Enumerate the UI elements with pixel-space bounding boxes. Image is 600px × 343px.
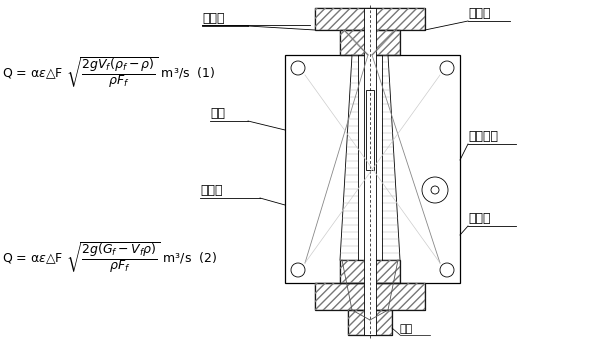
Bar — [348, 310, 392, 335]
Bar — [340, 260, 400, 283]
Text: 浮子: 浮子 — [210, 107, 225, 120]
Bar — [285, 55, 460, 283]
Bar — [315, 8, 425, 30]
Bar — [340, 30, 400, 55]
Text: 导向管: 导向管 — [200, 184, 223, 197]
Text: Q = α$\varepsilon$△F $\sqrt{\dfrac{2gV_f(\rho_f-\rho)}{\rho F_f}}$ m³/s  (1): Q = α$\varepsilon$△F $\sqrt{\dfrac{2gV_f… — [2, 56, 215, 90]
Text: 显示器: 显示器 — [202, 12, 224, 25]
Bar — [315, 283, 425, 310]
Text: 测量管: 测量管 — [468, 7, 491, 20]
Bar — [348, 310, 392, 335]
Text: 随动系统: 随动系统 — [468, 130, 498, 143]
Text: 子锥: 子锥 — [400, 324, 413, 334]
Bar — [315, 8, 425, 30]
Bar — [340, 30, 400, 55]
Bar — [340, 260, 400, 283]
Bar — [366, 90, 374, 170]
Text: 锥形管: 锥形管 — [468, 212, 491, 225]
Bar — [315, 283, 425, 310]
Text: Q = α$\varepsilon$△F $\sqrt{\dfrac{2g(G_f-V_f\rho)}{\rho F_f}}$ m³/s  (2): Q = α$\varepsilon$△F $\sqrt{\dfrac{2g(G_… — [2, 241, 217, 275]
Bar — [364, 8, 376, 335]
